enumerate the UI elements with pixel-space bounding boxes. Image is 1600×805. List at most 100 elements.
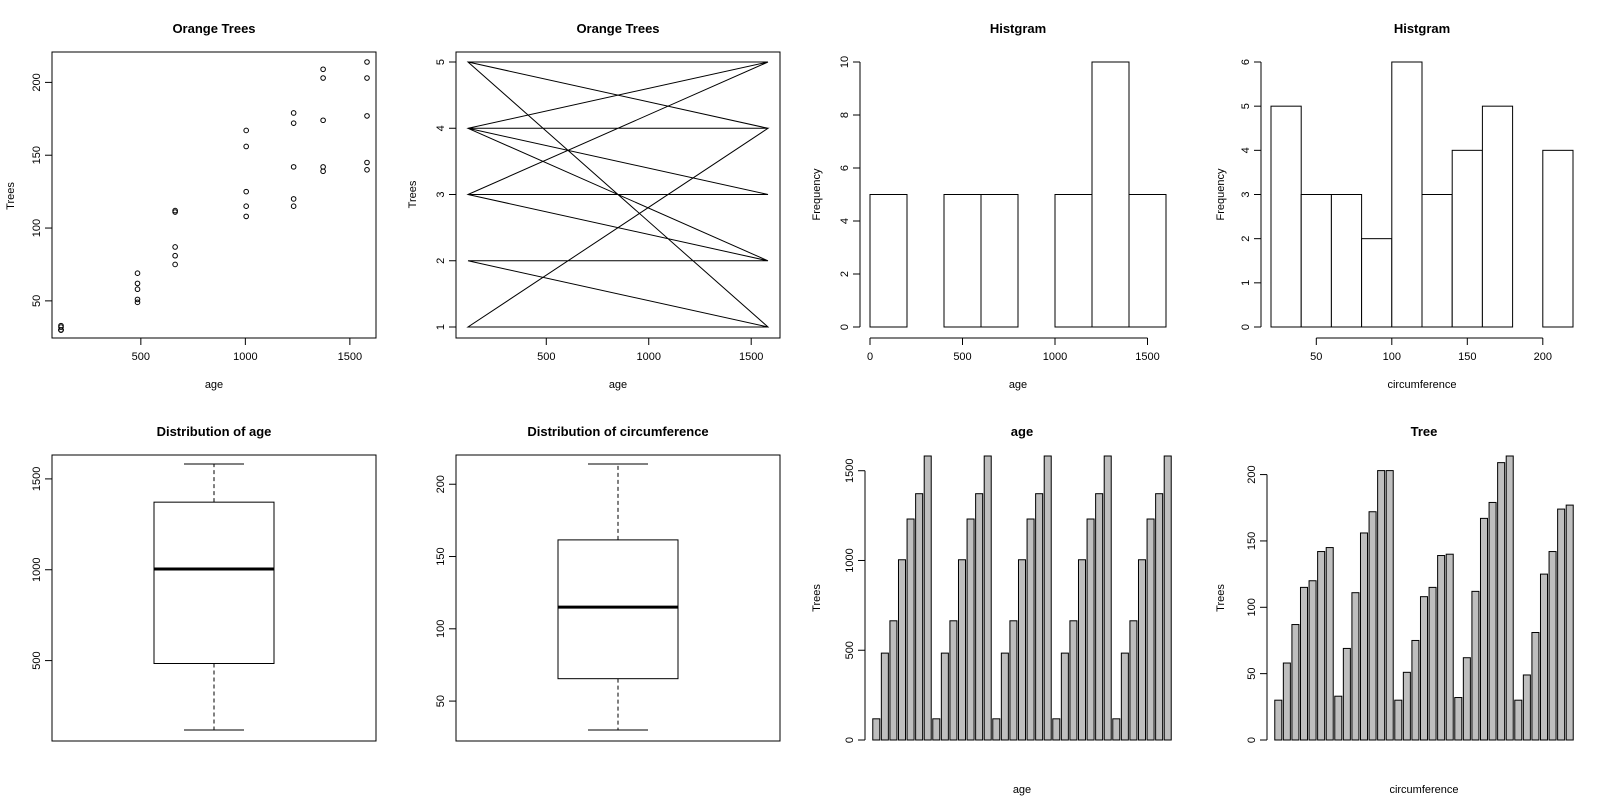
x-tick-label: 500	[953, 351, 971, 363]
y-axis: 500 1000 1500	[31, 467, 53, 670]
data-point	[290, 164, 297, 170]
x-tick-label: 500	[132, 351, 150, 363]
bar	[1557, 508, 1566, 741]
bar	[1052, 718, 1061, 741]
bar	[1086, 518, 1095, 741]
bar	[983, 455, 992, 741]
data-point	[290, 203, 297, 209]
series-line	[466, 61, 770, 328]
bar	[1112, 718, 1121, 741]
bar	[1137, 559, 1147, 741]
bar	[1282, 662, 1291, 741]
data-point	[134, 270, 141, 276]
box-iqr	[153, 501, 275, 664]
data-point	[172, 207, 178, 214]
bar	[1026, 518, 1035, 741]
y-axis: 50 100 150 200	[31, 73, 53, 307]
x-axis-label: age	[609, 379, 627, 391]
bar	[1531, 632, 1540, 741]
chart-title: Histgram	[990, 21, 1046, 36]
bar	[1308, 580, 1317, 741]
y-tick-label: 200	[1246, 465, 1258, 483]
bar	[1368, 511, 1377, 741]
y-axis-label: Trees	[811, 584, 823, 612]
bar	[1514, 699, 1523, 741]
histogram-age: 0 500 1000 1500 0 2 4 6 8 10 Histgram age Frequency	[811, 21, 1167, 391]
y-tick-label: 50	[1246, 668, 1258, 680]
data-point	[290, 120, 297, 126]
y-axis-label: Trees	[407, 180, 419, 208]
data-point	[364, 59, 370, 65]
histogram-bar	[1421, 194, 1453, 328]
barplot-circumference: 0 50 100 150 200 Tree circumference Trees	[1215, 424, 1574, 796]
bar	[1505, 455, 1514, 741]
bar	[1009, 620, 1018, 741]
bar	[1351, 592, 1360, 741]
y-tick-label: 200	[31, 73, 43, 91]
y-tick-label: 1	[435, 324, 447, 330]
y-axis-label: Trees	[5, 182, 17, 210]
x-tick-label: 1000	[1043, 351, 1067, 363]
bar	[906, 518, 915, 741]
bar	[1497, 462, 1506, 741]
x-tick-label: 200	[1534, 351, 1552, 363]
data-point	[58, 327, 64, 333]
data-point	[320, 75, 326, 81]
y-tick-label: 0	[839, 324, 851, 330]
y-tick-label: 1000	[844, 548, 856, 572]
y-tick-label: 150	[31, 146, 43, 164]
bar	[1334, 695, 1343, 741]
x-axis: 50 100 150 200	[1310, 337, 1552, 363]
y-tick-label: 4	[435, 125, 447, 131]
y-tick-label: 0	[844, 737, 856, 743]
bar	[1060, 652, 1069, 741]
bar	[1129, 620, 1138, 741]
bar	[1454, 697, 1463, 741]
data-point	[364, 166, 370, 173]
bar	[1445, 553, 1454, 741]
y-tick-label: 1000	[31, 558, 43, 582]
bar	[1548, 551, 1557, 741]
bar	[1299, 586, 1309, 741]
bar	[1522, 674, 1531, 741]
data-point	[364, 113, 370, 119]
y-tick-label: 2	[839, 271, 851, 277]
bar	[1325, 547, 1334, 741]
y-tick-label: 2	[435, 258, 447, 264]
bar	[1291, 624, 1300, 741]
y-axis: 1 2 3 4 5	[435, 59, 457, 330]
y-tick-label: 1	[1240, 280, 1252, 286]
plot-frame	[51, 51, 377, 339]
y-tick-label: 100	[31, 219, 43, 237]
x-tick-label: 1500	[739, 351, 763, 363]
bar	[923, 455, 932, 741]
bar	[1069, 620, 1078, 741]
data-point	[320, 66, 326, 73]
histogram-bar	[1361, 238, 1393, 328]
bar	[1377, 470, 1386, 741]
boxplot-age: 500 1000 1500 Distribution of age	[31, 424, 377, 742]
y-tick-label: 200	[435, 475, 447, 493]
data-point	[172, 244, 178, 250]
y-tick-label: 100	[1246, 598, 1258, 616]
bar	[1539, 573, 1549, 741]
x-axis: 500 1000 1500	[537, 337, 763, 363]
x-tick-label: 1000	[636, 351, 660, 363]
y-tick-label: 150	[435, 547, 447, 565]
bar	[897, 559, 907, 741]
y-tick-label: 4	[1240, 147, 1252, 153]
data-point	[320, 168, 326, 175]
y-tick-label: 5	[1240, 103, 1252, 109]
histogram-bar	[1128, 194, 1167, 328]
x-tick-label: 50	[1310, 351, 1322, 363]
data-point	[364, 75, 370, 81]
y-tick-label: 50	[31, 295, 43, 307]
histogram-bar	[1300, 194, 1332, 328]
histogram-bar	[980, 194, 1019, 328]
y-tick-label: 3	[435, 191, 447, 197]
bar	[1043, 455, 1052, 741]
x-tick-label: 100	[1383, 351, 1401, 363]
x-tick-label: 1500	[338, 351, 362, 363]
